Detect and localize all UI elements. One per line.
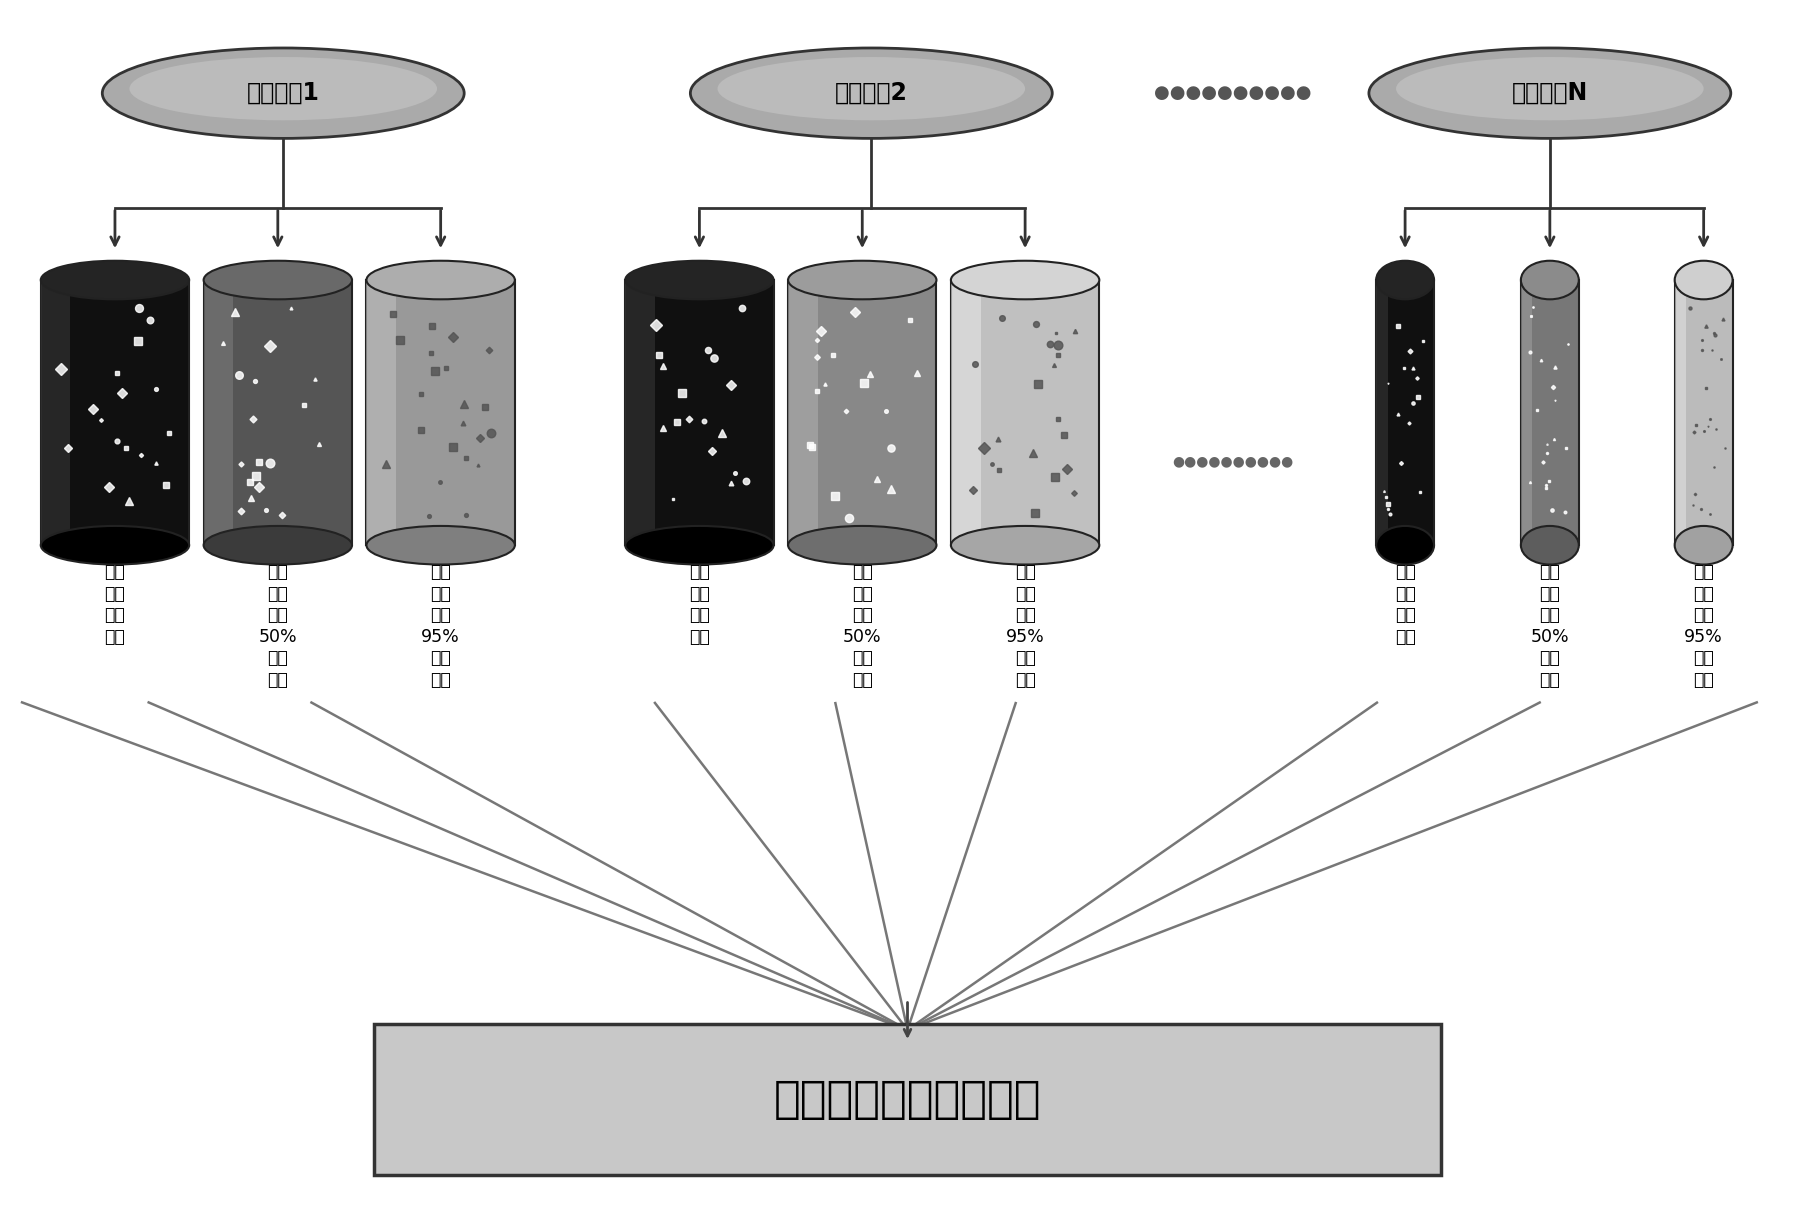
Text: 水相
大孔
树脂
95%
乙醇
部分: 水相 大孔 树脂 95% 乙醇 部分: [1683, 563, 1721, 689]
Ellipse shape: [1520, 526, 1578, 564]
Ellipse shape: [1375, 526, 1433, 564]
Ellipse shape: [1395, 57, 1703, 120]
Text: ●●●●●●●●●●: ●●●●●●●●●●: [1154, 85, 1312, 102]
Ellipse shape: [366, 260, 515, 299]
Bar: [366, 280, 515, 545]
Bar: [1674, 280, 1685, 545]
Bar: [787, 280, 936, 545]
Ellipse shape: [203, 526, 352, 564]
Bar: [40, 280, 189, 545]
Bar: [40, 280, 71, 545]
Text: 水相
大孔
树脂
50%
乙醇
部分: 水相 大孔 树脂 50% 乙醇 部分: [1529, 563, 1569, 689]
Text: 水相
大孔
树脂
95%
乙醇
部分: 水相 大孔 树脂 95% 乙醇 部分: [421, 563, 459, 689]
Bar: [1520, 280, 1531, 545]
Ellipse shape: [717, 57, 1025, 120]
Ellipse shape: [129, 57, 437, 120]
Ellipse shape: [1375, 260, 1433, 299]
Bar: [1674, 280, 1732, 545]
Text: 有机
溶剂
萨取
部分: 有机 溶剂 萨取 部分: [105, 563, 125, 645]
Ellipse shape: [787, 526, 936, 564]
Ellipse shape: [951, 526, 1099, 564]
Text: 初级原料2: 初级原料2: [834, 81, 907, 105]
Bar: [624, 280, 773, 545]
Bar: [951, 280, 1099, 545]
Bar: [1520, 280, 1578, 545]
Text: 初级原料1: 初级原料1: [247, 81, 319, 105]
Ellipse shape: [1520, 260, 1578, 299]
Bar: [366, 280, 395, 545]
Text: 天然产物混合物备选库: 天然产物混合物备选库: [773, 1078, 1041, 1121]
Bar: [203, 280, 352, 545]
Text: 初级原料N: 初级原料N: [1511, 81, 1587, 105]
Ellipse shape: [366, 526, 515, 564]
Text: 水相
大孔
树脂
50%
乙醇
部分: 水相 大孔 树脂 50% 乙醇 部分: [258, 563, 297, 689]
Text: ●●●●●●●●●●: ●●●●●●●●●●: [1172, 454, 1293, 467]
Ellipse shape: [203, 260, 352, 299]
Bar: [951, 280, 980, 545]
FancyBboxPatch shape: [374, 1025, 1440, 1175]
Ellipse shape: [1368, 48, 1731, 138]
Ellipse shape: [624, 260, 773, 299]
Ellipse shape: [102, 48, 464, 138]
Bar: [203, 280, 234, 545]
Ellipse shape: [951, 260, 1099, 299]
Ellipse shape: [40, 260, 189, 299]
Ellipse shape: [1674, 260, 1732, 299]
Text: 有机
溶剂
萨取
部分: 有机 溶剂 萨取 部分: [1393, 563, 1415, 645]
Text: 水相
大孔
树脂
95%
乙醇
部分: 水相 大孔 树脂 95% 乙醇 部分: [1005, 563, 1043, 689]
Bar: [1375, 280, 1433, 545]
Ellipse shape: [787, 260, 936, 299]
Bar: [624, 280, 655, 545]
Text: 有机
溶剂
萨取
部分: 有机 溶剂 萨取 部分: [689, 563, 709, 645]
Ellipse shape: [624, 526, 773, 564]
Text: 水相
大孔
树脂
50%
乙醇
部分: 水相 大孔 树脂 50% 乙醇 部分: [842, 563, 882, 689]
Bar: [1375, 280, 1388, 545]
Ellipse shape: [40, 526, 189, 564]
Ellipse shape: [689, 48, 1052, 138]
Ellipse shape: [1674, 526, 1732, 564]
Bar: [787, 280, 818, 545]
